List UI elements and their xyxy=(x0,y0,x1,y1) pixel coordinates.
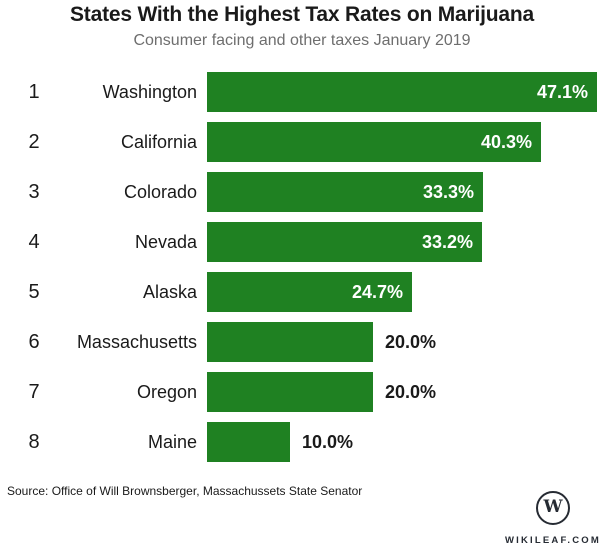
bar xyxy=(207,372,373,412)
bar xyxy=(207,422,290,462)
value-label-outside: 20.0% xyxy=(385,331,437,352)
rank-label: 6 xyxy=(28,330,40,353)
value-label-inside: 40.3% xyxy=(480,131,532,152)
chart-row: 3 Colorado 33.3% xyxy=(0,172,604,212)
rank-label: 5 xyxy=(28,280,40,303)
state-label: Washington xyxy=(102,81,197,102)
state-label: Alaska xyxy=(142,281,197,302)
state-label: Nevada xyxy=(134,231,197,252)
bar xyxy=(207,322,373,362)
state-label: Massachusetts xyxy=(76,331,197,352)
rank-label: 4 xyxy=(28,230,40,253)
chart-row: 8 Maine 10.0% xyxy=(0,422,604,462)
logo-monogram: W xyxy=(543,496,563,517)
wikileaf-logo-icon: W xyxy=(536,491,570,525)
bar: 33.2% xyxy=(207,222,482,262)
value-label-inside: 33.3% xyxy=(422,181,474,202)
state-label: Colorado xyxy=(123,181,197,202)
state-label: Oregon xyxy=(136,381,197,402)
rank-label: 3 xyxy=(28,180,40,203)
rank-label: 1 xyxy=(28,80,40,103)
value-label-inside: 33.2% xyxy=(421,231,473,252)
state-label: California xyxy=(120,131,197,152)
rank-label: 8 xyxy=(28,430,40,453)
rank-label: 7 xyxy=(28,380,40,403)
bar: 33.3% xyxy=(207,172,483,212)
state-label: Maine xyxy=(147,431,197,452)
value-label-inside: 24.7% xyxy=(351,281,403,302)
bar: 24.7% xyxy=(207,272,412,312)
page-subtitle: Consumer facing and other taxes January … xyxy=(133,32,471,49)
bar-chart: 1 Washington 47.1% 2 California 40.3% 3 … xyxy=(0,72,604,472)
chart-row: 7 Oregon 20.0% xyxy=(0,372,604,412)
rank-label: 2 xyxy=(28,130,40,153)
chart-row: 1 Washington 47.1% xyxy=(0,72,604,112)
chart-row: 4 Nevada 33.2% xyxy=(0,222,604,262)
value-label-outside: 20.0% xyxy=(385,381,437,402)
bar: 47.1% xyxy=(207,72,597,112)
source-note: Source: Office of Will Brownsberger, Mas… xyxy=(7,484,363,498)
bar: 40.3% xyxy=(207,122,541,162)
page-title: States With the Highest Tax Rates on Mar… xyxy=(70,3,534,26)
chart-row: 5 Alaska 24.7% xyxy=(0,272,604,312)
value-label-outside: 10.0% xyxy=(302,431,354,452)
logo-site-label: WIKILEAF.COM xyxy=(504,535,601,546)
value-label-inside: 47.1% xyxy=(536,81,588,102)
chart-row: 2 California 40.3% xyxy=(0,122,604,162)
chart-row: 6 Massachusetts 20.0% xyxy=(0,322,604,362)
